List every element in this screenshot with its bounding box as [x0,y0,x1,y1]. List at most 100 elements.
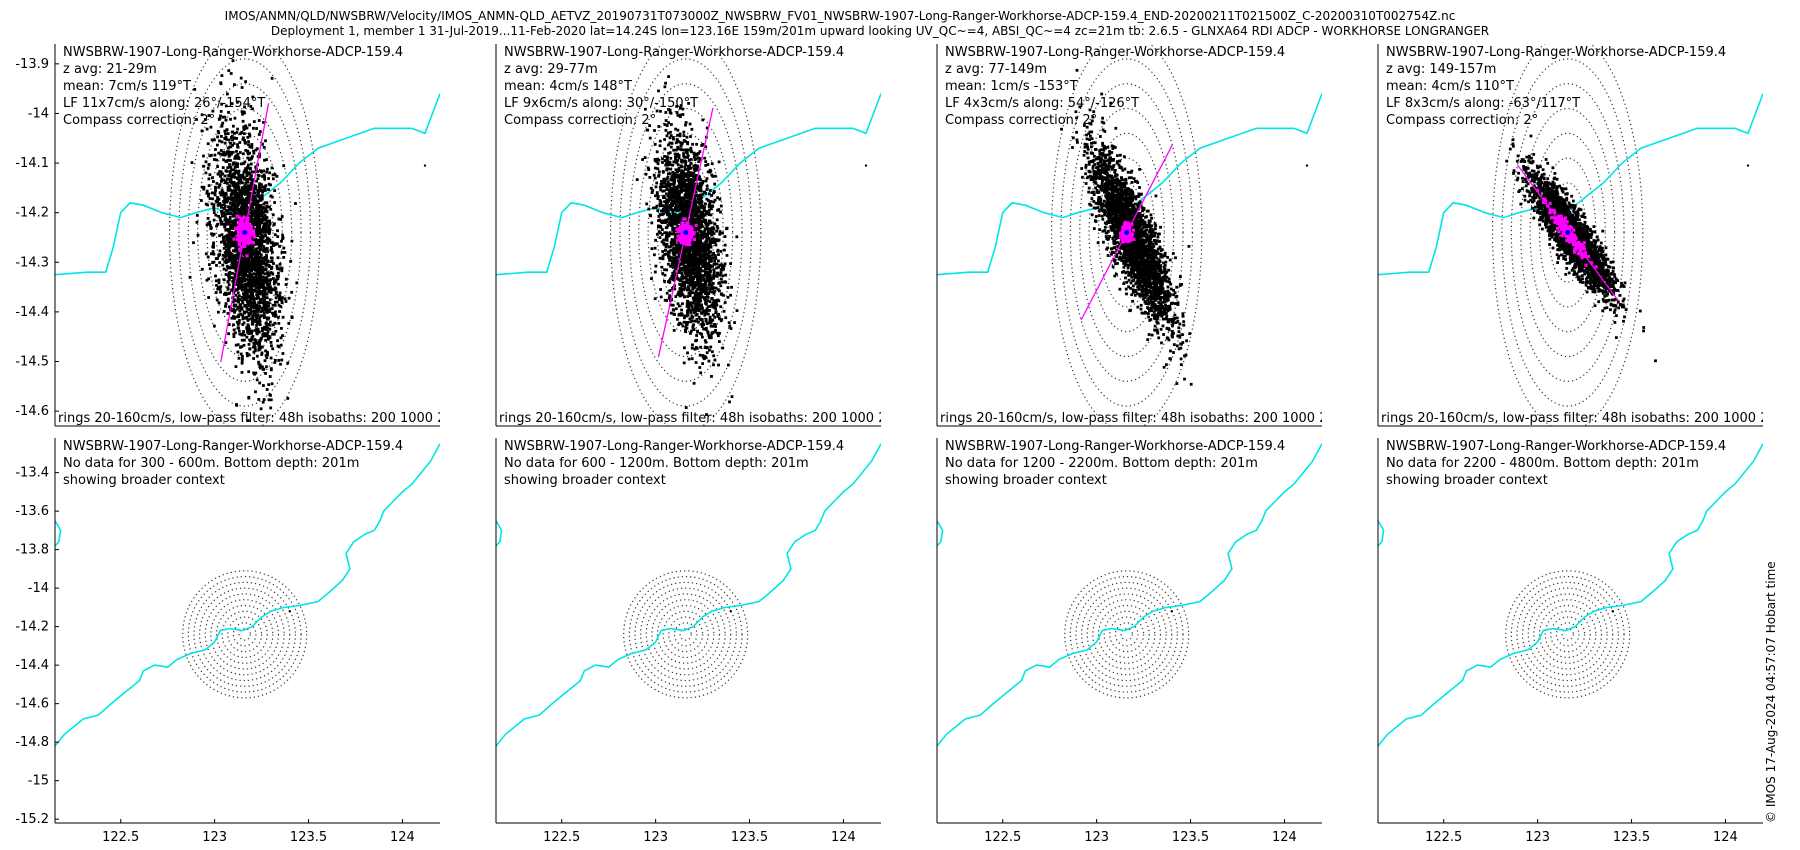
scatter-point [697,315,701,319]
scatter-point [713,259,716,263]
scatter-point [240,299,244,303]
scatter-point [251,155,254,158]
scatter-point [700,295,704,299]
scatter-point [215,298,219,302]
scatter-point [683,295,686,299]
scatter-point [290,290,294,294]
scatter-point [706,226,709,230]
scatter-point [253,191,257,195]
scatter-point [239,76,243,80]
scatter-point [270,259,274,263]
scatter-point [230,261,234,265]
scatter-point [224,208,228,212]
scatter-point [251,291,255,295]
scatter-point [682,196,685,200]
scatter-point [717,299,721,303]
scatter-point [255,293,258,297]
scatter-point [224,218,228,222]
scatter-point [653,297,657,301]
scatter-point [241,284,244,287]
scatter-point [662,185,666,188]
scatter-point [262,189,265,192]
scatter-point [669,111,673,115]
scatter-point [217,301,221,305]
scatter-point [681,267,685,270]
scatter-point [219,193,223,197]
scatter-point [219,152,222,156]
scatter-point [256,330,260,333]
scatter-point [709,283,713,287]
scatter-point [224,169,228,173]
scatter-point [716,315,720,318]
scatter-point [689,146,693,150]
scatter-point [241,317,245,321]
scatter-point [261,275,265,279]
scatter-point [224,223,228,226]
scatter-point [233,280,236,283]
scatter-point [249,156,253,160]
scatter-point [253,196,257,199]
scatter-point [263,325,266,329]
scatter-point [693,275,697,278]
scatter-point [217,285,220,289]
scatter-point [679,141,683,145]
scatter-point [266,272,270,275]
scatter-point [229,141,232,145]
scatter-point [723,301,727,304]
scatter-point [695,187,698,190]
scatter-point [220,240,223,244]
scatter-point [650,277,653,280]
scatter-point [663,298,667,302]
scatter-point [669,264,672,268]
scatter-point [680,210,684,213]
scatter-point [226,228,229,231]
scatter-point [237,269,241,273]
scatter-point [673,152,677,156]
scatter-point [247,143,250,147]
scatter-point [695,273,699,277]
scatter-point [695,334,698,337]
scatter-point [264,264,268,267]
scatter-point [274,310,277,314]
scatter-point [231,143,234,147]
scatter-point [215,224,218,228]
panel-top-1: rings 20-160cm/s, low-pass filter: 48h i… [15,44,440,427]
scatter-point [243,295,247,299]
scatter-point [665,167,669,171]
scatter-point [675,138,679,141]
scatter-point [666,155,670,159]
scatter-point [269,183,272,187]
scatter-point [249,244,252,248]
scatter-point [239,209,243,213]
scatter-point [717,253,720,256]
scatter-point [678,321,681,325]
scatter-point [243,304,247,307]
scatter-point [647,168,651,171]
scatter-point [223,199,227,203]
scatter-point [233,206,237,210]
scatter-point [263,295,267,299]
scatter-point [691,301,694,305]
scatter-point [273,222,276,226]
scatter-point [708,278,711,281]
scatter-point [271,347,275,351]
scatter-point [708,205,712,209]
scatter-point [672,232,676,236]
scatter-point [716,239,720,243]
scatter-point [247,343,251,346]
scatter-point [230,220,233,224]
scatter-point [708,300,712,303]
scatter-point [208,267,212,271]
scatter-point [694,272,698,275]
scatter-point [696,223,700,226]
scatter-point [253,280,257,283]
scatter-point [237,202,241,206]
scatter-point [230,258,233,262]
scatter-point [255,247,258,251]
scatter-point [698,210,702,214]
scatter-point [236,162,239,166]
scatter-point [241,301,245,305]
scatter-point [251,207,255,210]
scatter-point [674,186,678,189]
scatter-point [666,160,670,164]
